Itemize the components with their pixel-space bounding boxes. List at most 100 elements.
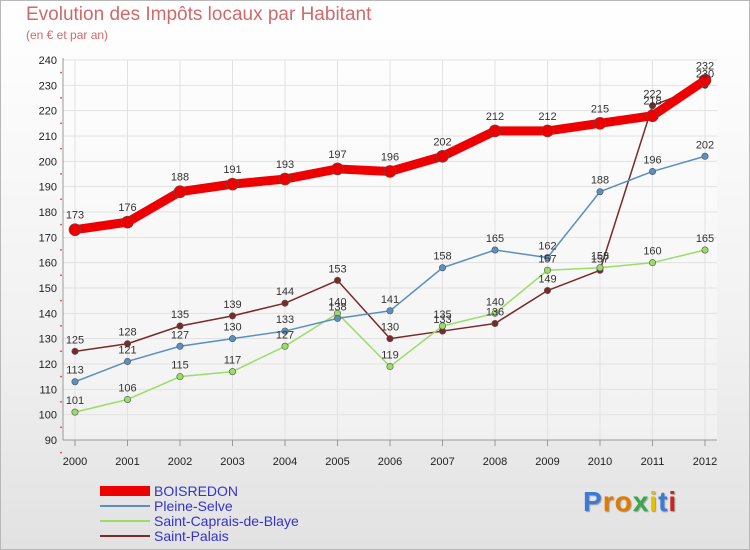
data-label: 130 <box>223 322 241 334</box>
x-tick-label: 2005 <box>325 456 349 468</box>
series-point-3 <box>386 335 394 343</box>
y-tick-label: 170 <box>39 232 57 244</box>
data-label: 193 <box>276 159 294 171</box>
data-label: 125 <box>66 334 84 346</box>
axis-minor-dot <box>60 173 62 175</box>
series-point-1 <box>229 335 237 343</box>
x-tick-label: 2006 <box>378 456 402 468</box>
series-point-1 <box>438 264 446 272</box>
data-label: 197 <box>328 149 346 161</box>
data-label: 173 <box>66 210 84 222</box>
series-point-0 <box>278 172 292 186</box>
data-label: 106 <box>118 382 136 394</box>
data-label: 162 <box>538 241 556 253</box>
series-point-3 <box>124 340 132 348</box>
series-point-3 <box>229 312 237 320</box>
series-point-3 <box>491 319 499 327</box>
series-point-3 <box>281 299 289 307</box>
chart-title: Evolution des Impôts locaux par Habitant <box>26 4 372 25</box>
series-point-0 <box>226 177 239 191</box>
series-point-0 <box>383 165 397 178</box>
series-point-2 <box>386 363 394 371</box>
data-label: 117 <box>224 355 242 367</box>
series-point-2 <box>438 322 446 330</box>
data-label: 230 <box>696 68 714 80</box>
axis-minor-dot <box>60 401 62 403</box>
data-label: 165 <box>696 233 714 245</box>
axis-minor-dot <box>60 198 62 201</box>
data-label: 232 <box>696 60 714 72</box>
y-tick-label: 90 <box>45 435 57 447</box>
series-point-0 <box>436 149 449 163</box>
data-label: 222 <box>643 89 661 101</box>
series-point-1 <box>281 327 289 335</box>
data-label: 218 <box>643 96 661 108</box>
series-point-3 <box>176 322 184 330</box>
y-tick-label: 240 <box>39 55 57 67</box>
series-point-1 <box>176 342 184 350</box>
logo-letter: x <box>632 486 650 517</box>
series-point-0 <box>331 162 344 176</box>
series-point-0 <box>541 124 554 138</box>
series-point-3 <box>71 347 79 355</box>
data-label: 149 <box>538 274 556 286</box>
data-label: 113 <box>66 365 84 377</box>
data-label: 138 <box>328 301 346 313</box>
data-label: 188 <box>171 172 189 184</box>
data-label: 160 <box>643 246 661 258</box>
series-point-2 <box>701 246 709 254</box>
series-point-1 <box>71 378 79 386</box>
data-label: 144 <box>276 286 294 298</box>
series-point-3 <box>333 276 341 284</box>
series-point-1 <box>543 254 551 262</box>
series-point-0 <box>121 215 134 229</box>
y-tick-label: 120 <box>39 359 57 371</box>
data-label: 141 <box>381 294 399 306</box>
data-label: 121 <box>118 344 136 356</box>
data-label: 188 <box>591 175 609 187</box>
data-label: 136 <box>486 306 504 318</box>
axis-minor-dot <box>60 249 62 251</box>
series-point-0 <box>173 185 187 199</box>
axis-minor-dot <box>60 451 62 454</box>
data-label: 128 <box>118 327 136 339</box>
y-tick-label: 210 <box>39 131 57 143</box>
y-tick-label: 190 <box>39 182 57 194</box>
series-point-2 <box>491 309 499 317</box>
legend-label: Saint-Palais <box>154 528 229 544</box>
axis-minor-dot <box>60 350 62 353</box>
data-label: 157 <box>591 253 609 265</box>
data-label: 139 <box>223 299 241 311</box>
axis-minor-dot <box>60 299 62 302</box>
logo-letter: o <box>614 486 633 517</box>
y-tick-label: 180 <box>39 207 57 219</box>
x-tick-label: 2010 <box>588 456 612 468</box>
data-label: 115 <box>171 360 189 372</box>
logo-letter: i <box>668 486 678 517</box>
series-point-1 <box>124 357 132 365</box>
legend-label: BOISREDON <box>154 483 239 499</box>
series-point-1 <box>491 246 499 254</box>
series-point-2 <box>648 259 656 267</box>
series-point-2 <box>71 408 79 416</box>
data-label: 202 <box>696 139 714 151</box>
series-point-0 <box>646 109 659 123</box>
data-label: 158 <box>591 251 609 263</box>
data-label: 101 <box>66 395 84 407</box>
legend-label: Saint-Caprais-de-Blaye <box>154 513 299 529</box>
data-label: 133 <box>433 314 451 326</box>
axis-minor-dot <box>60 71 62 74</box>
legend-label: Pleine-Selve <box>154 498 233 514</box>
x-tick-label: 2004 <box>273 456 297 468</box>
data-label: 196 <box>381 151 399 163</box>
data-label: 158 <box>433 251 451 263</box>
x-tick-label: 2011 <box>641 456 665 468</box>
logo-letter: t <box>658 486 669 517</box>
legend-swatch <box>100 505 150 507</box>
axis-minor-dot <box>60 325 62 327</box>
series-point-1 <box>333 314 341 322</box>
series-point-1 <box>596 188 604 196</box>
chart-subtitle: (en € et par an) <box>26 28 109 42</box>
data-label: 212 <box>486 111 504 123</box>
